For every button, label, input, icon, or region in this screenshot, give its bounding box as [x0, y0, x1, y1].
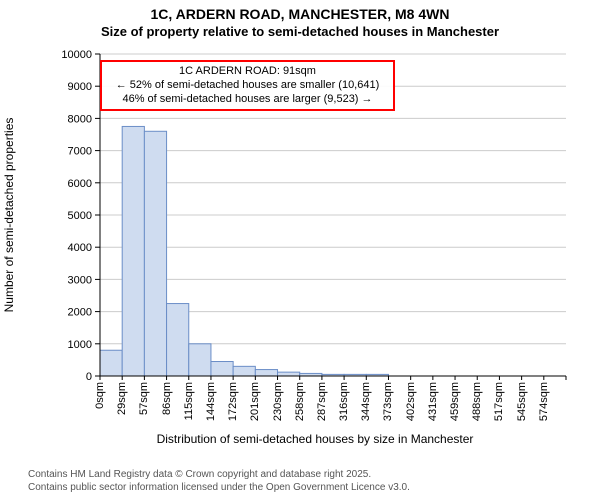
x-tick-label: 230sqm: [272, 382, 284, 421]
chart-title: 1C, ARDERN ROAD, MANCHESTER, M8 4WN: [0, 0, 600, 24]
x-tick-label: 115sqm: [183, 382, 195, 420]
x-tick-label: 172sqm: [227, 382, 239, 421]
y-tick-label: 4000: [68, 242, 92, 254]
y-tick-label: 1000: [68, 339, 92, 351]
x-tick-label: 258sqm: [294, 382, 306, 421]
x-tick-label: 144sqm: [205, 382, 217, 421]
x-tick-labels: 0sqm 29sqm 57sqm 86sqm 115sqm 144sqm 172sqm 201…: [60, 382, 570, 432]
annotation-line1: 1C ARDERN ROAD: 91sqm: [108, 65, 387, 79]
annotation-box: 1C ARDERN ROAD: 91sqm ← 52% of semi-deta…: [100, 60, 395, 111]
x-tick-label: 517sqm: [493, 382, 505, 421]
histogram-bar: [144, 131, 166, 376]
x-tick-label: 344sqm: [360, 382, 372, 421]
y-tick-label: 3000: [68, 274, 92, 286]
x-tick-label: 373sqm: [382, 382, 394, 421]
x-tick-label: 287sqm: [316, 382, 328, 421]
x-tick-label: 201sqm: [249, 382, 261, 421]
x-tick-label: 0sqm: [94, 382, 106, 409]
x-tick-label: 86sqm: [161, 382, 173, 415]
y-axis-label: Number of semi-detached properties: [2, 50, 22, 380]
histogram-bar: [233, 366, 255, 376]
chart-subtitle: Size of property relative to semi-detach…: [0, 24, 600, 40]
histogram-bar: [100, 350, 122, 376]
histogram-bar: [122, 126, 144, 376]
x-tick-label: 29sqm: [116, 382, 128, 415]
histogram-bar: [211, 362, 233, 376]
histogram-bar: [189, 344, 211, 376]
x-tick-label: 545sqm: [516, 382, 528, 421]
x-axis-label: Distribution of semi-detached houses by …: [60, 432, 570, 446]
attribution-line2: Contains public sector information licen…: [28, 482, 590, 495]
histogram-bar: [255, 370, 277, 376]
y-tick-label: 6000: [68, 178, 92, 190]
histogram-bar: [167, 304, 189, 376]
attribution-line1: Contains HM Land Registry data © Crown c…: [28, 469, 590, 482]
y-tick-label: 7000: [68, 146, 92, 158]
x-tick-label: 488sqm: [471, 382, 483, 421]
histogram-bar: [278, 372, 300, 376]
x-tick-label: 459sqm: [449, 382, 461, 421]
y-tick-label: 10000: [61, 50, 92, 61]
y-tick-label: 2000: [68, 307, 92, 319]
y-tick-label: 8000: [68, 113, 92, 125]
annotation-line2: ← 52% of semi-detached houses are smalle…: [108, 79, 387, 93]
y-tick-label: 5000: [68, 210, 92, 222]
chart-container: { "title_line1": "1C, ARDERN ROAD, MANCH…: [0, 0, 600, 500]
attribution: Contains HM Land Registry data © Crown c…: [28, 469, 590, 494]
x-tick-label: 57sqm: [138, 382, 150, 415]
x-tick-label: 574sqm: [538, 382, 550, 421]
y-tick-label: 0: [86, 371, 92, 380]
annotation-line3: 46% of semi-detached houses are larger (…: [108, 93, 387, 107]
x-tick-label: 316sqm: [338, 382, 350, 421]
x-tick-label: 431sqm: [427, 382, 439, 421]
x-tick-label: 402sqm: [405, 382, 417, 421]
y-tick-label: 9000: [68, 81, 92, 93]
